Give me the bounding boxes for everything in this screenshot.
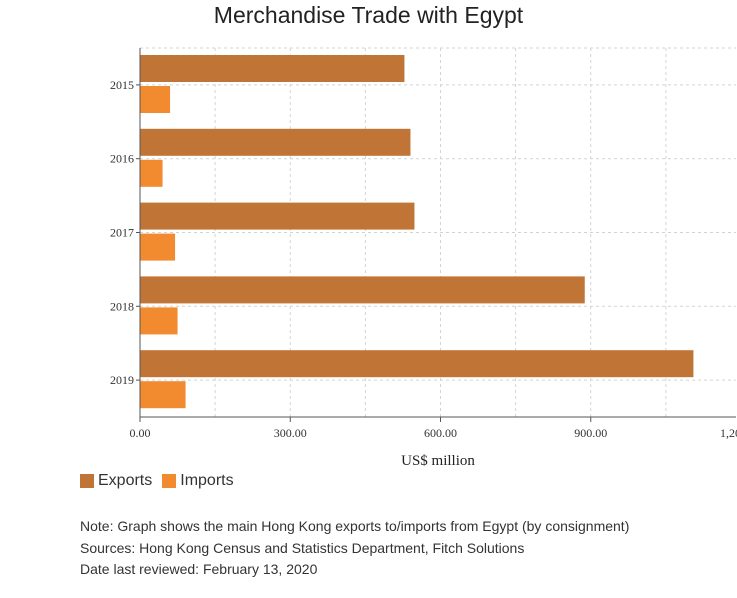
legend-swatch-imports bbox=[162, 474, 177, 488]
legend: Exports Imports bbox=[80, 472, 244, 490]
y-tick-label-2018: 2018 bbox=[110, 299, 134, 313]
x-tick-label: 300.00 bbox=[274, 426, 307, 440]
y-tick-labels: 2015 2016 2017 2018 2019 bbox=[110, 78, 134, 387]
y-tick-label-2019: 2019 bbox=[110, 373, 134, 387]
y-tick-label-2016: 2016 bbox=[110, 152, 134, 166]
reviewed-text: Date last reviewed: February 13, 2020 bbox=[80, 561, 318, 577]
x-tick-label: 900.00 bbox=[574, 426, 607, 440]
x-tick-label: 1,200.00 bbox=[720, 426, 737, 440]
legend-item-exports[interactable]: Exports bbox=[80, 472, 152, 490]
x-tick-label: 600.00 bbox=[424, 426, 457, 440]
legend-swatch-exports bbox=[80, 474, 94, 488]
x-tick-labels: 0.00 300.00 600.00 900.00 1,200.00 bbox=[130, 426, 737, 440]
bar-imports-2015 bbox=[140, 86, 171, 113]
x-tick-label: 0.00 bbox=[130, 426, 151, 440]
bar-exports-2017 bbox=[140, 202, 415, 230]
legend-item-imports[interactable]: Imports bbox=[162, 472, 234, 490]
chart-title: Merchandise Trade with Egypt bbox=[213, 2, 524, 28]
sources-text: Sources: Hong Kong Census and Statistics… bbox=[80, 539, 525, 556]
bar-exports-2016 bbox=[140, 128, 411, 156]
bar-exports-2018 bbox=[140, 276, 585, 304]
legend-label-imports: Imports bbox=[180, 472, 234, 489]
bar-imports-2018 bbox=[140, 307, 178, 335]
y-tick-label-2017: 2017 bbox=[110, 226, 134, 240]
y-tick-label-2015: 2015 bbox=[110, 78, 134, 92]
x-axis-label: US$ million bbox=[401, 453, 475, 469]
bar-imports-2019 bbox=[140, 381, 186, 409]
note-text: Note: Graph shows the main Hong Kong exp… bbox=[80, 518, 630, 534]
bar-exports-2019 bbox=[140, 350, 694, 378]
bars bbox=[140, 55, 694, 409]
legend-label-exports: Exports bbox=[98, 472, 153, 489]
chart-notes: Note: Graph shows the main Hong Kong exp… bbox=[80, 516, 629, 581]
bar-exports-2015 bbox=[140, 55, 405, 82]
bar-imports-2016 bbox=[140, 159, 163, 187]
axes bbox=[136, 48, 736, 422]
bar-imports-2017 bbox=[140, 233, 176, 261]
